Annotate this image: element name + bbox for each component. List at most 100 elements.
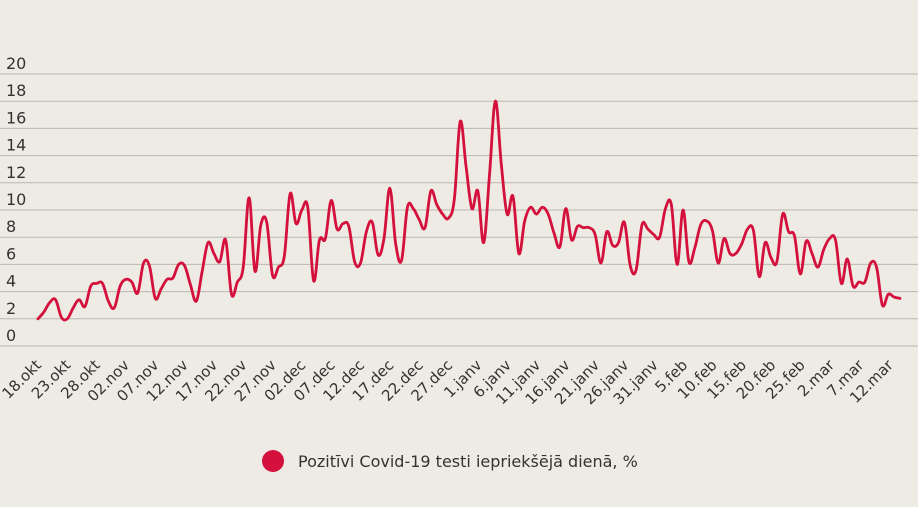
data-point bbox=[828, 237, 830, 239]
data-point bbox=[535, 213, 537, 215]
data-point bbox=[582, 226, 584, 228]
data-point bbox=[283, 255, 285, 257]
data-point bbox=[723, 237, 725, 239]
y-tick-label: 12 bbox=[6, 163, 26, 182]
data-point bbox=[348, 225, 350, 227]
data-point bbox=[647, 228, 649, 230]
data-point bbox=[524, 220, 526, 222]
data-point bbox=[635, 269, 637, 271]
data-point bbox=[670, 203, 672, 205]
data-point bbox=[172, 277, 174, 279]
data-point bbox=[471, 207, 473, 209]
y-tick-label: 18 bbox=[6, 81, 26, 100]
data-point bbox=[834, 239, 836, 241]
data-point bbox=[148, 265, 150, 267]
data-point bbox=[307, 206, 309, 208]
data-point bbox=[78, 299, 80, 301]
data-point bbox=[54, 299, 56, 301]
data-point bbox=[588, 226, 590, 228]
data-point bbox=[119, 285, 121, 287]
y-tick-label: 4 bbox=[6, 272, 16, 291]
data-point bbox=[90, 285, 92, 287]
data-point bbox=[576, 225, 578, 227]
legend-marker bbox=[262, 450, 284, 472]
data-point bbox=[207, 241, 209, 243]
data-point bbox=[107, 300, 109, 302]
y-axis-tick-labels: 0 2 4 6 8 10 12 14 16 18 20 bbox=[6, 54, 26, 345]
data-point bbox=[178, 263, 180, 265]
data-point bbox=[570, 239, 572, 241]
data-point bbox=[430, 190, 432, 192]
data-point bbox=[66, 318, 68, 320]
data-point bbox=[717, 262, 719, 264]
data-point bbox=[131, 281, 133, 283]
data-point bbox=[705, 220, 707, 222]
data-point bbox=[805, 240, 807, 242]
data-point bbox=[312, 280, 314, 282]
y-tick-label: 2 bbox=[6, 299, 16, 318]
data-point bbox=[752, 229, 754, 231]
data-point bbox=[676, 263, 678, 265]
data-point bbox=[271, 274, 273, 276]
data-point bbox=[893, 296, 895, 298]
data-point bbox=[735, 252, 737, 254]
data-point bbox=[459, 120, 461, 122]
data-point bbox=[764, 241, 766, 243]
data-point bbox=[371, 221, 373, 223]
data-point bbox=[658, 236, 660, 238]
data-point bbox=[359, 262, 361, 264]
data-point bbox=[776, 260, 778, 262]
data-point bbox=[617, 241, 619, 243]
data-point bbox=[125, 278, 127, 280]
series-line bbox=[36, 99, 902, 322]
data-point bbox=[406, 206, 408, 208]
data-point bbox=[37, 318, 39, 320]
data-point bbox=[629, 265, 631, 267]
data-point bbox=[694, 247, 696, 249]
data-point bbox=[664, 207, 666, 209]
data-point bbox=[365, 231, 367, 233]
data-point bbox=[260, 224, 262, 226]
data-point bbox=[500, 163, 502, 165]
data-point bbox=[265, 221, 267, 223]
data-point bbox=[541, 206, 543, 208]
data-point bbox=[436, 203, 438, 205]
data-point bbox=[236, 281, 238, 283]
data-point bbox=[881, 304, 883, 306]
data-point bbox=[395, 243, 397, 245]
data-point bbox=[383, 237, 385, 239]
data-point bbox=[823, 248, 825, 250]
y-tick-label: 14 bbox=[6, 136, 26, 155]
data-point bbox=[353, 260, 355, 262]
data-point bbox=[330, 199, 332, 201]
data-point bbox=[688, 260, 690, 262]
data-point bbox=[782, 213, 784, 215]
data-point bbox=[219, 260, 221, 262]
y-tick-label: 20 bbox=[6, 54, 26, 73]
data-point bbox=[136, 292, 138, 294]
data-point bbox=[465, 165, 467, 167]
data-point bbox=[400, 259, 402, 261]
data-point bbox=[623, 221, 625, 223]
data-point bbox=[611, 244, 613, 246]
data-point bbox=[224, 239, 226, 241]
data-point bbox=[787, 231, 789, 233]
data-point bbox=[864, 281, 866, 283]
data-point bbox=[201, 270, 203, 272]
data-point bbox=[899, 297, 901, 299]
data-point bbox=[740, 243, 742, 245]
data-point bbox=[682, 209, 684, 211]
legend: Pozitīvi Covid-19 testi iepriekšējā dien… bbox=[262, 450, 638, 472]
data-point bbox=[72, 307, 74, 309]
data-point bbox=[230, 293, 232, 295]
data-point bbox=[653, 233, 655, 235]
data-point bbox=[875, 266, 877, 268]
data-point bbox=[482, 241, 484, 243]
data-point bbox=[559, 246, 561, 248]
data-point bbox=[770, 256, 772, 258]
data-point bbox=[189, 284, 191, 286]
data-point bbox=[412, 207, 414, 209]
y-tick-label: 8 bbox=[6, 217, 16, 236]
data-point bbox=[166, 278, 168, 280]
